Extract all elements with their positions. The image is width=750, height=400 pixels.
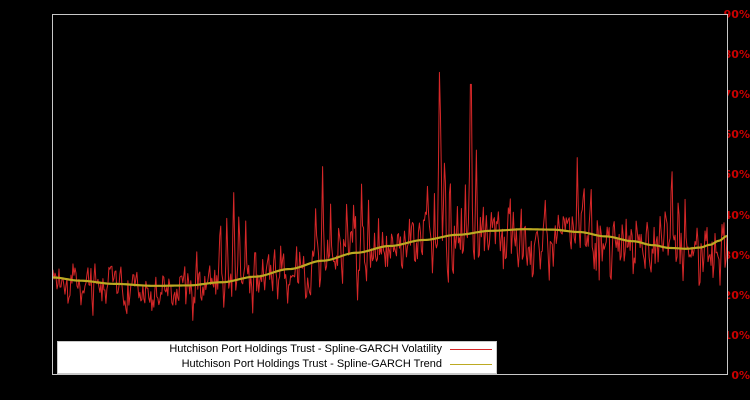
legend-swatch-volatility xyxy=(450,349,492,350)
plot-area xyxy=(52,14,728,375)
chart-canvas xyxy=(53,71,727,321)
y-tick-60: 60% xyxy=(723,128,750,142)
y-tick-50: 50% xyxy=(723,168,750,182)
legend-swatch-trend xyxy=(450,364,492,365)
legend-item-trend: Hutchison Port Holdings Trust - Spline-G… xyxy=(58,357,496,372)
y-tick-20: 20% xyxy=(723,288,750,302)
y-tick-80: 80% xyxy=(723,48,750,62)
legend-item-volatility: Hutchison Port Holdings Trust - Spline-G… xyxy=(58,342,496,357)
y-tick-10: 10% xyxy=(723,328,750,342)
y-tick-30: 30% xyxy=(723,248,750,262)
y-tick-40: 40% xyxy=(723,208,750,222)
legend-label-trend: Hutchison Port Holdings Trust - Spline-G… xyxy=(181,358,442,370)
series-line-volatility xyxy=(53,71,727,321)
chart-legend: Hutchison Port Holdings Trust - Spline-G… xyxy=(57,341,497,374)
series-line-trend xyxy=(53,228,727,287)
y-tick-0: 0% xyxy=(731,369,750,382)
y-tick-70: 70% xyxy=(723,88,750,102)
legend-label-volatility: Hutchison Port Holdings Trust - Spline-G… xyxy=(169,343,442,355)
y-tick-90: 90% xyxy=(723,8,750,21)
